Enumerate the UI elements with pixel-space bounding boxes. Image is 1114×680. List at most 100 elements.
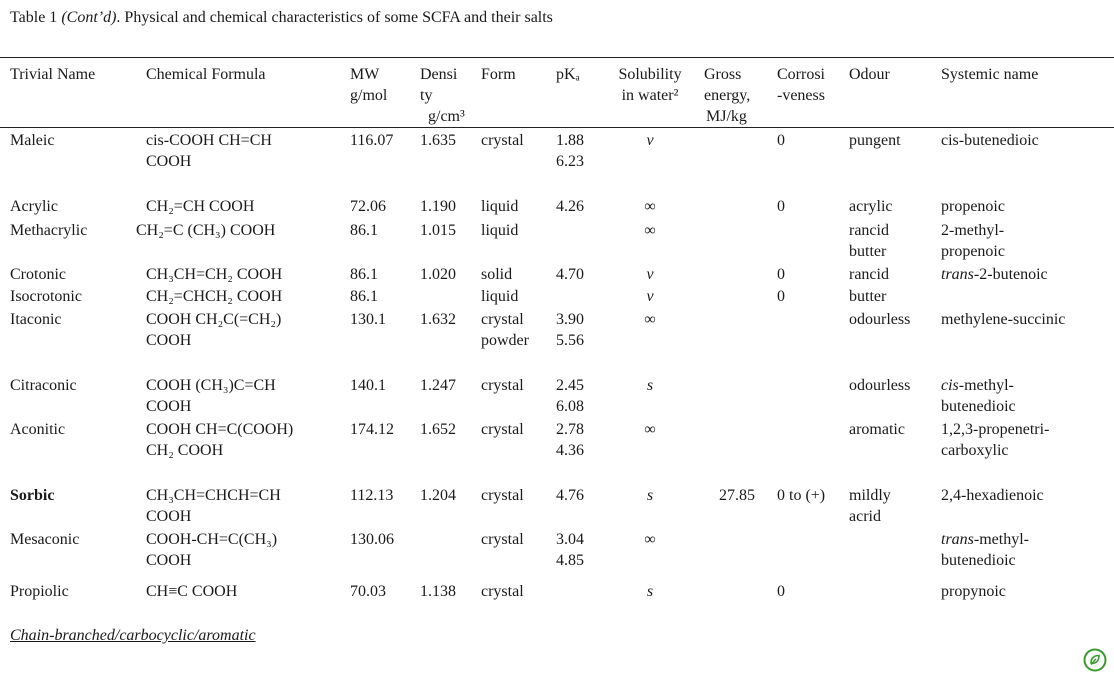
row-systemic: 1,2,3-propenetri-carboxylic [941, 419, 1049, 461]
header-gross-line2: energy, [704, 87, 751, 104]
row-systemic: propenoic [941, 198, 1005, 215]
row-formula: CH₃CH=CH₂ COOH [146, 266, 283, 283]
header-mw-line2: g/mol [350, 87, 388, 104]
odour-line1: mildly [849, 487, 891, 504]
header-density: Densi ty g/cm³ [420, 64, 465, 127]
row-odour: rancid butter [849, 220, 889, 262]
odour-line1: rancid [849, 222, 889, 239]
odour-line2: butter [849, 243, 887, 260]
systemic-rest: -methyl- [958, 377, 1014, 394]
row-form: liquid [481, 288, 519, 305]
header-density-line2: ty [420, 87, 433, 104]
row-density: 1.015 [420, 222, 456, 239]
row-formula: COOH CH=C(COOH) CH₂ COOH [146, 419, 293, 461]
row-name: Crotonic [10, 266, 66, 283]
row-solubility: v [646, 132, 654, 149]
header-corrosiveness: Corrosi -veness [777, 64, 825, 106]
table-top-rule [0, 57, 1114, 58]
row-solubility: ∞ [644, 531, 656, 548]
pka-2: 4.85 [556, 552, 584, 569]
table-caption: Table 1 (Cont’d). Physical and chemical … [10, 9, 553, 27]
row-density: 1.138 [420, 583, 456, 600]
row-solubility: v [646, 266, 654, 283]
row-mw: 112.13 [350, 487, 394, 504]
row-density: 1.652 [420, 421, 456, 438]
row-form: crystal powder [481, 309, 529, 351]
pka-1: 2.45 [556, 377, 584, 394]
row-density: 1.635 [420, 132, 456, 149]
row-form: solid [481, 266, 513, 283]
formula-line1: COOH CH=C(COOH) [146, 421, 294, 438]
row-formula: CH₂=CHCH₂ COOH [146, 288, 283, 305]
row-formula: CH≡C COOH [146, 583, 238, 600]
row-systemic: propynoic [941, 583, 1006, 600]
header-chemical-formula: Chemical Formula [146, 66, 266, 83]
row-solubility: ∞ [644, 421, 656, 438]
pka-1: 2.78 [556, 421, 584, 438]
header-trivial-name: Trivial Name [10, 66, 96, 83]
header-pka: pKₐ [556, 66, 580, 83]
formula-line1: COOH CH₂C(=CH₂) [146, 311, 282, 328]
section-heading-chain-branched: Chain-branched/carbocyclic/aromatic [10, 627, 256, 644]
row-mw: 86.1 [350, 288, 378, 305]
row-odour: butter [849, 288, 887, 305]
row-mw: 86.1 [350, 222, 378, 239]
pka-1: 3.04 [556, 531, 584, 548]
header-mw-line1: MW [350, 66, 380, 83]
row-solubility: ∞ [644, 311, 656, 328]
systemic-rest: -methyl- [973, 531, 1029, 548]
table-header-rule [0, 127, 1114, 128]
row-odour: pungent [849, 132, 901, 149]
header-solubility-line2: in water² [621, 87, 679, 104]
row-name: Citraconic [10, 377, 77, 394]
formula-line2: COOH [146, 332, 192, 349]
leaf-badge-icon [1083, 648, 1107, 672]
header-corr-line2: -veness [777, 87, 825, 104]
systemic-line2: butenedioic [941, 398, 1016, 415]
systemic-line2: propenoic [941, 243, 1005, 260]
pka-1: 1.88 [556, 132, 584, 149]
pka-1: 3.90 [556, 311, 584, 328]
header-solubility-line1: Solubility [618, 66, 682, 83]
row-form: liquid [481, 222, 519, 239]
row-formula: COOH CH₂C(=CH₂) COOH [146, 309, 281, 351]
systemic-line2: butenedioic [941, 552, 1016, 569]
form-line1: crystal [481, 311, 524, 328]
formula-line1: CH₃CH=CHCH=CH [146, 487, 281, 504]
row-pka: 4.76 [556, 487, 584, 504]
row-systemic: methylene-succinic [941, 311, 1066, 328]
row-solubility: s [646, 583, 654, 600]
row-form: liquid [481, 198, 519, 215]
systemic-line2: carboxylic [941, 442, 1009, 459]
row-pka: 2.78 4.36 [556, 419, 584, 461]
row-mw: 174.12 [350, 421, 394, 438]
row-odour: acrylic [849, 198, 893, 215]
row-density: 1.020 [420, 266, 456, 283]
row-corrosiveness: 0 to (+) [777, 487, 826, 504]
row-solubility: v [646, 288, 654, 305]
header-gross-line3: MJ/kg [706, 108, 747, 125]
header-gross-line1: Gross [704, 66, 742, 83]
odour-line2: acrid [849, 508, 881, 525]
row-form: crystal [481, 583, 524, 600]
row-mw: 140.1 [350, 377, 386, 394]
systemic-prefix: trans [941, 266, 974, 283]
systemic-line1: 1,2,3-propenetri- [941, 421, 1050, 438]
formula-line2: COOH [146, 398, 192, 415]
row-form: crystal [481, 531, 524, 548]
row-corrosiveness: 0 [777, 198, 785, 215]
row-pka: 2.45 6.08 [556, 375, 584, 417]
pka-2: 6.23 [556, 153, 584, 170]
row-odour: mildly acrid [849, 485, 891, 527]
row-name: Isocrotonic [10, 288, 82, 305]
header-density-line1: Densi [420, 66, 458, 83]
row-solubility: s [646, 377, 654, 394]
header-form: Form [481, 66, 516, 83]
caption-rest: . Physical and chemical characteristics … [116, 9, 553, 26]
row-density: 1.247 [420, 377, 456, 394]
row-corrosiveness: 0 [777, 132, 785, 149]
row-formula: CH₂=CH COOH [146, 198, 255, 215]
row-formula: cis-COOH CH=CH COOH [146, 130, 272, 172]
systemic-rest: -2-butenoic [973, 266, 1048, 283]
caption-prefix: Table 1 [10, 9, 62, 26]
